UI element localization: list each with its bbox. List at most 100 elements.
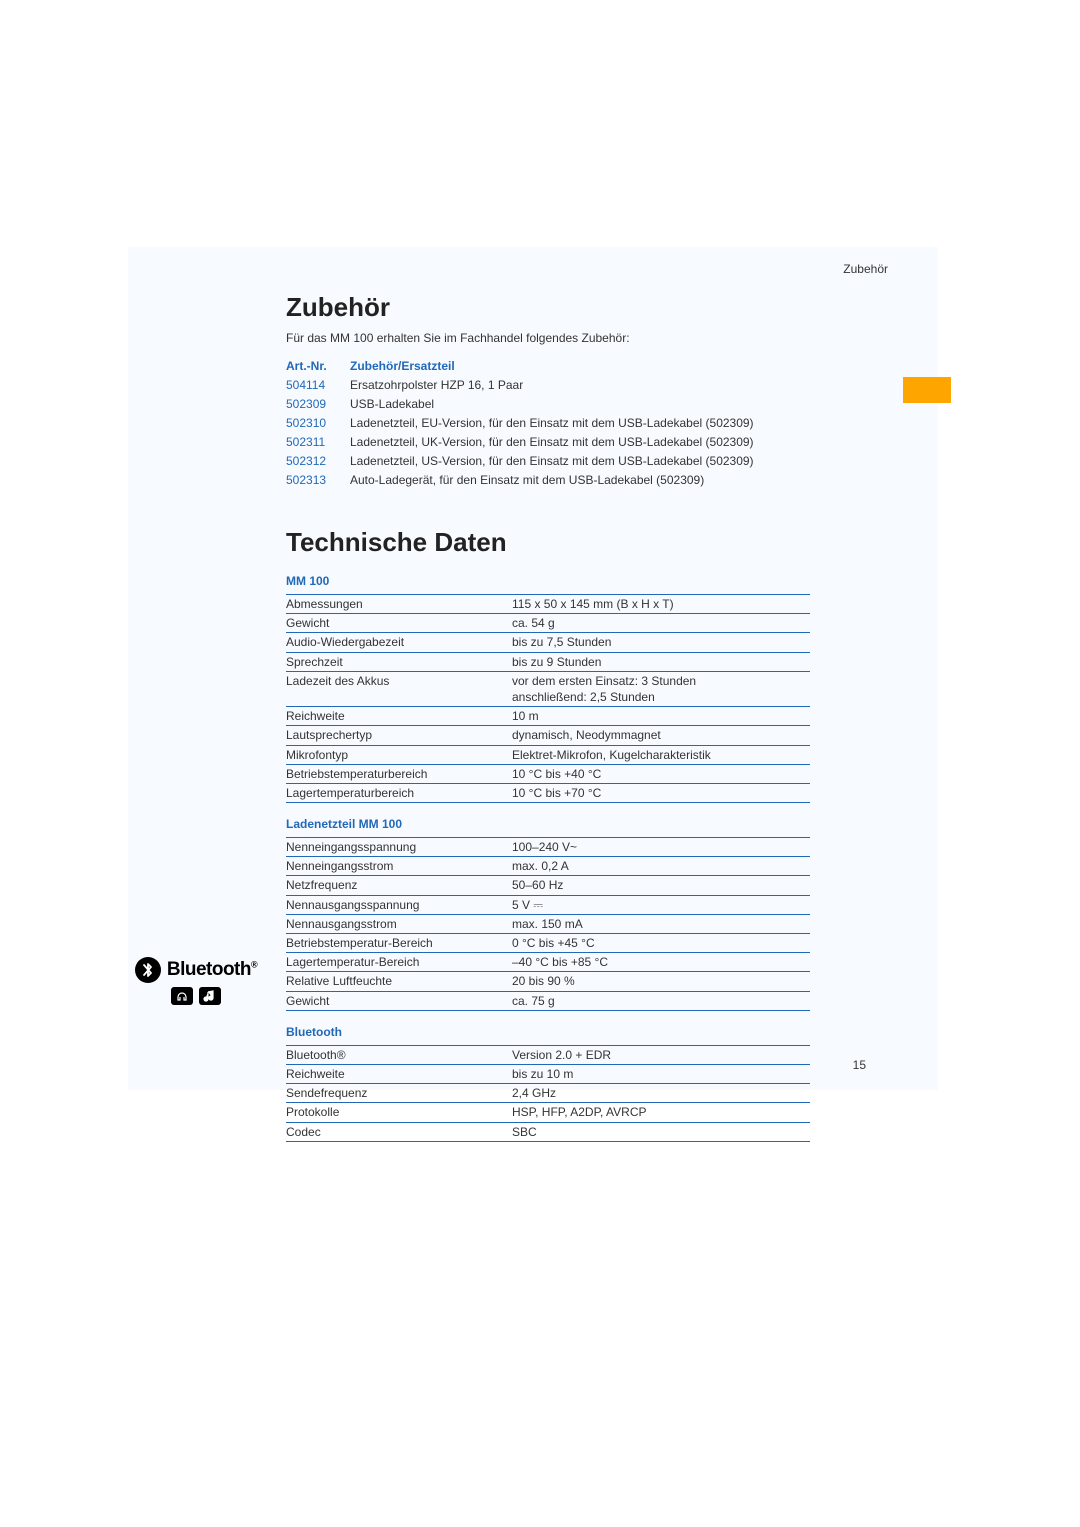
spec-subtitle-mm100: MM 100 [286,574,810,588]
header-desc: Zubehör/Ersatzteil [350,359,455,373]
spec-row: Ladezeit des Akkusvor dem ersten Einsatz… [286,672,810,707]
table-row: 502309USB-Ladekabel [286,397,810,411]
spec-value: Elektret-Mikrofon, Kugelcharakteristik [512,746,810,764]
cell-desc: Ladenetzteil, UK-Version, für den Einsat… [350,435,754,449]
spec-label: Reichweite [286,1065,512,1083]
cell-desc: Ladenetzteil, US-Version, für den Einsat… [350,454,754,468]
spec-label: Ladezeit des Akkus [286,672,512,706]
spec-value: Version 2.0 + EDR [512,1046,810,1064]
spec-value: bis zu 9 Stunden [512,653,810,671]
spec-row: Nenneingangsstrommax. 0,2 A [286,857,810,876]
spec-label: Mikrofontyp [286,746,512,764]
spec-row: Nennausgangsspannung5 V ⎓ [286,896,810,915]
spec-row: MikrofontypElektret-Mikrofon, Kugelchara… [286,746,810,765]
spec-value: 50–60 Hz [512,876,810,894]
cell-art-nr: 504114 [286,378,350,392]
music-badge-icon [199,987,221,1005]
spec-value: 0 °C bis +45 °C [512,934,810,952]
spec-row: Relative Luftfeuchte20 bis 90 % [286,972,810,991]
spec-value: dynamisch, Neodymmagnet [512,726,810,744]
spec-label: Gewicht [286,614,512,632]
cell-desc: Ladenetzteil, EU-Version, für den Einsat… [350,416,754,430]
spec-value: 100–240 V~ [512,838,810,856]
spec-label: Netzfrequenz [286,876,512,894]
spec-value: ca. 54 g [512,614,810,632]
spec-label: Codec [286,1123,512,1141]
spec-value: vor dem ersten Einsatz: 3 Stunden anschl… [512,672,810,706]
table-row: 502313Auto-Ladegerät, für den Einsatz mi… [286,473,810,487]
cell-desc: Ersatzohrpolster HZP 16, 1 Paar [350,378,523,392]
spec-row: Lagertemperatur-Bereich–40 °C bis +85 °C [286,953,810,972]
spec-label: Protokolle [286,1103,512,1121]
spec-value: –40 °C bis +85 °C [512,953,810,971]
cell-art-nr: 502309 [286,397,350,411]
spec-row: Nenneingangsspannung100–240 V~ [286,837,810,857]
spec-value: ca. 75 g [512,992,810,1010]
spec-label: Relative Luftfeuchte [286,972,512,990]
page-tab-marker [903,377,951,403]
spec-row: Audio-Wiedergabezeitbis zu 7,5 Stunden [286,633,810,652]
header-art-nr: Art.-Nr. [286,359,350,373]
spec-row: Reichweite10 m [286,707,810,726]
spec-label: Lagertemperatur-Bereich [286,953,512,971]
spec-label: Nenneingangsspannung [286,838,512,856]
spec-value: HSP, HFP, A2DP, AVRCP [512,1103,810,1121]
spec-value: 2,4 GHz [512,1084,810,1102]
table-row: 502311Ladenetzteil, UK-Version, für den … [286,435,810,449]
spec-label: Gewicht [286,992,512,1010]
table-row: 502310Ladenetzteil, EU-Version, für den … [286,416,810,430]
spec-row: Netzfrequenz50–60 Hz [286,876,810,895]
spec-value: 20 bis 90 % [512,972,810,990]
bluetooth-icon [135,957,161,983]
accessories-table: Art.-Nr. Zubehör/Ersatzteil 504114Ersatz… [286,359,810,487]
main-content: Zubehör Für das MM 100 erhalten Sie im F… [286,292,810,1142]
header-section-label: Zubehör [843,262,888,276]
cell-desc: USB-Ladekabel [350,397,434,411]
spec-value: bis zu 7,5 Stunden [512,633,810,651]
bluetooth-text: Bluetooth® [167,959,257,981]
spec-row: Gewichtca. 54 g [286,614,810,633]
intro-text: Für das MM 100 erhalten Sie im Fachhande… [286,331,810,345]
spec-label: Betriebstemperaturbereich [286,765,512,783]
spec-label: Sprechzeit [286,653,512,671]
cell-art-nr: 502313 [286,473,350,487]
section-title-technische: Technische Daten [286,527,810,558]
spec-row: Bluetooth®Version 2.0 + EDR [286,1045,810,1065]
spec-label: Abmessungen [286,595,512,613]
spec-label: Reichweite [286,707,512,725]
bluetooth-logo: Bluetooth® [126,957,266,1005]
table-row: 502312Ladenetzteil, US-Version, für den … [286,454,810,468]
spec-value: 10 °C bis +70 °C [512,784,810,802]
spec-label: Betriebstemperatur-Bereich [286,934,512,952]
spec-row: Reichweitebis zu 10 m [286,1065,810,1084]
headset-badge-icon [171,987,193,1005]
cell-art-nr: 502312 [286,454,350,468]
spec-value: max. 0,2 A [512,857,810,875]
spec-row: Lagertemperaturbereich10 °C bis +70 °C [286,784,810,803]
spec-value: bis zu 10 m [512,1065,810,1083]
spec-row: Betriebstemperatur-Bereich0 °C bis +45 °… [286,934,810,953]
table-row: 504114Ersatzohrpolster HZP 16, 1 Paar [286,378,810,392]
spec-value: 115 x 50 x 145 mm (B x H x T) [512,595,810,613]
spec-row: Lautsprechertypdynamisch, Neodymmagnet [286,726,810,745]
spec-row: Betriebstemperaturbereich10 °C bis +40 °… [286,765,810,784]
spec-row: Gewichtca. 75 g [286,992,810,1011]
spec-row: Sprechzeitbis zu 9 Stunden [286,653,810,672]
spec-label: Sendefrequenz [286,1084,512,1102]
spec-value: 5 V ⎓ [512,896,810,914]
spec-row: Abmessungen115 x 50 x 145 mm (B x H x T) [286,594,810,614]
section-title-zubehor: Zubehör [286,292,810,323]
spec-row: Sendefrequenz2,4 GHz [286,1084,810,1103]
spec-value: 10 m [512,707,810,725]
spec-row: Nennausgangsstrommax. 150 mA [286,915,810,934]
spec-subtitle-ladenetzteil: Ladenetzteil MM 100 [286,817,810,831]
spec-label: Bluetooth® [286,1046,512,1064]
spec-label: Lagertemperaturbereich [286,784,512,802]
spec-label: Lautsprechertyp [286,726,512,744]
spec-value: max. 150 mA [512,915,810,933]
spec-row: ProtokolleHSP, HFP, A2DP, AVRCP [286,1103,810,1122]
spec-label: Nennausgangsstrom [286,915,512,933]
spec-row: CodecSBC [286,1123,810,1142]
spec-label: Nennausgangsspannung [286,896,512,914]
cell-art-nr: 502311 [286,435,350,449]
